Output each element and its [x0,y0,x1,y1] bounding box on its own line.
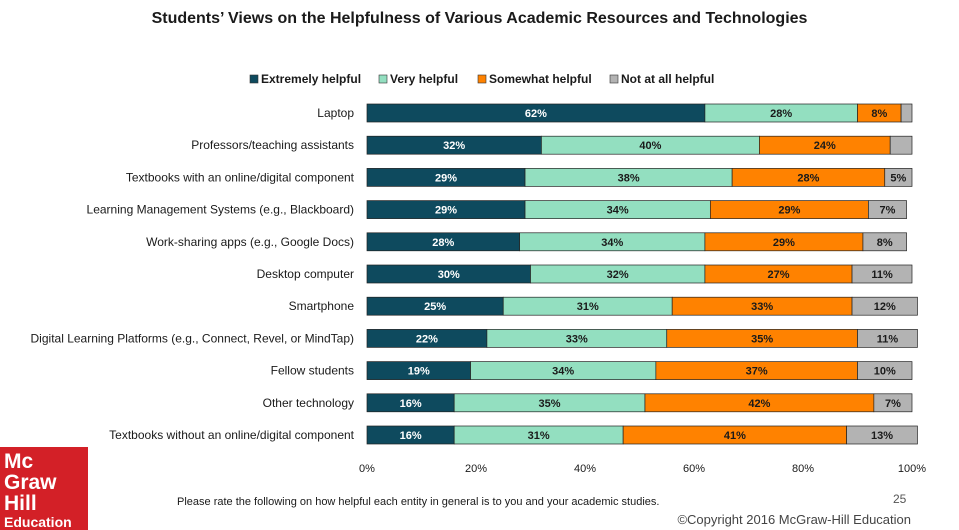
category-label: Fellow students [271,364,354,378]
data-label: 33% [751,301,773,313]
data-label: 24% [814,140,836,152]
data-label: 28% [770,108,792,120]
x-tick-label: 80% [792,463,814,475]
category-label: Laptop [317,106,354,120]
data-label: 22% [416,333,438,345]
x-tick-label: 100% [898,463,926,475]
bar-segment [873,393,913,413]
data-label: 32% [443,140,465,152]
data-label: 10% [874,366,896,378]
category-label: Professors/teaching assistants [191,138,354,152]
data-label: 29% [435,205,457,217]
data-label: 34% [601,237,623,249]
data-label: 31% [528,430,550,442]
data-label: 62% [525,108,547,120]
page-number: 25 [893,492,907,506]
data-label: 16% [400,398,422,410]
survey-question-footnote: Please rate the following on how helpful… [177,496,660,508]
data-label: 42% [748,398,770,410]
data-label: 40% [639,140,661,152]
bar-segment [900,103,913,123]
logo-line-2: Graw [4,471,57,494]
x-tick-label: 60% [683,463,705,475]
bar-segment [862,232,907,252]
data-label: 37% [746,366,768,378]
data-label: 5% [890,172,906,184]
data-label: 34% [552,366,574,378]
data-label: 27% [767,269,789,281]
legend-swatch-2 [477,74,487,84]
logo-line-1: Mc [4,450,34,473]
bar-segment [868,200,907,219]
category-label: Work-sharing apps (e.g., Google Docs) [146,235,354,249]
category-label: Other technology [263,396,354,410]
bar-segment [846,425,918,445]
category-label: Textbooks with an online/digital compone… [126,170,355,184]
data-label: 30% [438,269,460,281]
x-tick-label: 40% [574,463,596,475]
data-label: 19% [408,366,430,378]
data-label: 35% [539,398,561,410]
data-label: 29% [778,205,800,217]
data-label: 35% [751,333,773,345]
legend-label-3: Not at all helpful [621,72,714,86]
legend-label-2: Somewhat helpful [489,72,592,86]
x-tick-label: 0% [359,463,375,475]
bar-segment [851,264,913,284]
legend-swatch-1 [378,74,388,84]
legend-label-0: Extremely helpful [261,72,361,86]
data-label: 8% [877,237,893,249]
bar-segment [857,329,918,348]
data-label: 41% [724,430,746,442]
category-label: Learning Management Systems (e.g., Black… [87,203,354,217]
legend-label-1: Very helpful [390,72,458,86]
legend-swatch-0 [249,74,259,84]
data-label: 28% [797,172,819,184]
data-label: 31% [577,301,599,313]
legend-swatch-3 [609,74,619,84]
data-label: 25% [424,301,446,313]
category-label: Textbooks without an online/digital comp… [109,428,354,442]
data-label: 7% [880,205,896,217]
data-label: 8% [871,108,887,120]
category-label: Desktop computer [257,267,354,281]
bar-segment [857,361,913,380]
data-label: 12% [874,301,896,313]
bar-segment [884,168,913,187]
bar-segment [851,296,918,316]
stacked-bar-chart: Extremely helpful Very helpful Somewhat he… [31,72,927,475]
data-label: 13% [871,430,893,442]
data-label: 7% [885,398,901,410]
logo-line-4: Education [4,514,72,530]
data-label: 33% [566,333,588,345]
data-label: 11% [877,333,899,345]
category-label: Smartphone [289,299,355,313]
data-label: 29% [435,172,457,184]
data-label: 32% [607,269,629,281]
copyright-notice: ©Copyright 2016 McGraw-Hill Education [677,512,911,527]
data-label: 38% [618,172,640,184]
x-tick-label: 20% [465,463,487,475]
data-label: 29% [773,237,795,249]
data-label: 34% [607,205,629,217]
mcgraw-hill-logo: Mc Graw Hill Education [0,447,88,530]
bar-segment [889,135,913,155]
category-label: Digital Learning Platforms (e.g., Connec… [31,331,354,345]
data-label: 16% [400,430,422,442]
logo-line-3: Hill [4,492,37,515]
data-label: 28% [432,237,454,249]
data-label: 11% [871,269,893,281]
chart-title: Students’ Views on the Helpfulness of Va… [151,10,808,27]
